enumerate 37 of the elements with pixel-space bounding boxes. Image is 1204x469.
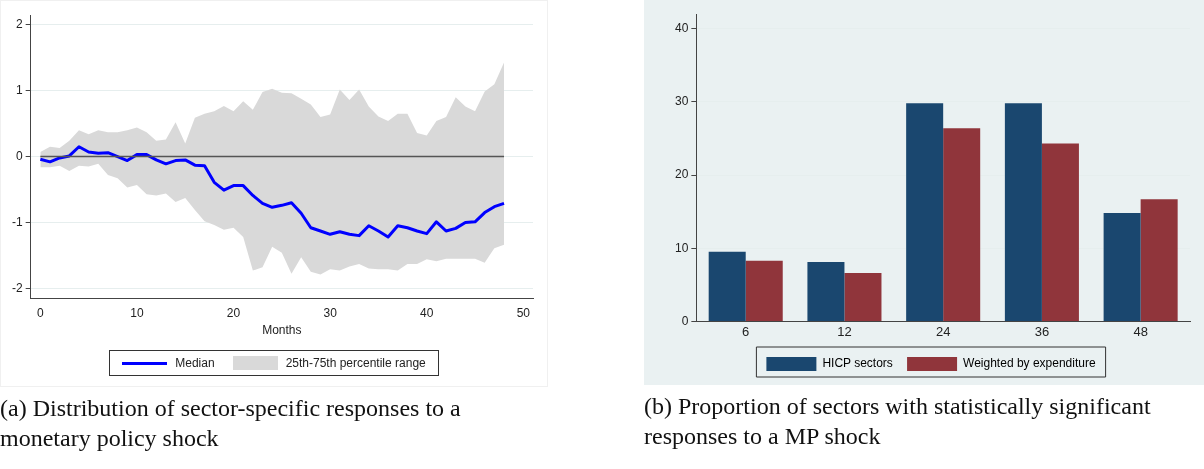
legend-label: Median [175,356,215,370]
bar [807,262,845,321]
bar [943,128,981,321]
x-tick-label: 10 [130,305,144,320]
bar [1103,213,1141,321]
y-tick-label: 0 [15,148,23,163]
bar [1041,143,1079,321]
bar [1004,103,1042,321]
x-tick-label: 40 [420,305,434,320]
x-tick-label: 0 [36,305,44,320]
text: 25th-75th percentile range [285,356,426,370]
x-tick-label: 12 [837,323,852,339]
x-tick-label: 50 [516,305,531,320]
text: (a) Distribution of sector-specific responses to a monetary policy shock [0,394,462,453]
bar [708,251,746,321]
y-tick-label: 2 [15,17,23,32]
bar [906,103,944,321]
y-tick-label: 30 [674,94,689,109]
legend-label: Weighted by expenditure [963,356,1096,371]
x-axis-title: Months [262,323,302,338]
y-tick-label: -1 [12,214,23,229]
y-tick-label: -2 [12,280,23,295]
y-tick-label: 40 [674,20,689,35]
x-tick-label: 6 [742,323,750,339]
bar [745,260,783,321]
y-tick-label: 20 [674,167,689,182]
legend-label: HICP sectors [822,356,893,371]
x-tick-label: 48 [1133,323,1148,339]
y-tick-label: 1 [15,83,23,98]
x-tick-label: 24 [935,323,951,339]
x-tick-label: 36 [1034,323,1050,339]
y-tick-label: 10 [674,240,689,255]
bar [844,273,882,321]
x-tick-label: 20 [226,305,241,320]
text: (b) Proportion of sectors with statistically significant responses to a MP shock [644,392,1152,451]
x-tick-label: 30 [323,305,338,320]
bar [1140,199,1178,321]
